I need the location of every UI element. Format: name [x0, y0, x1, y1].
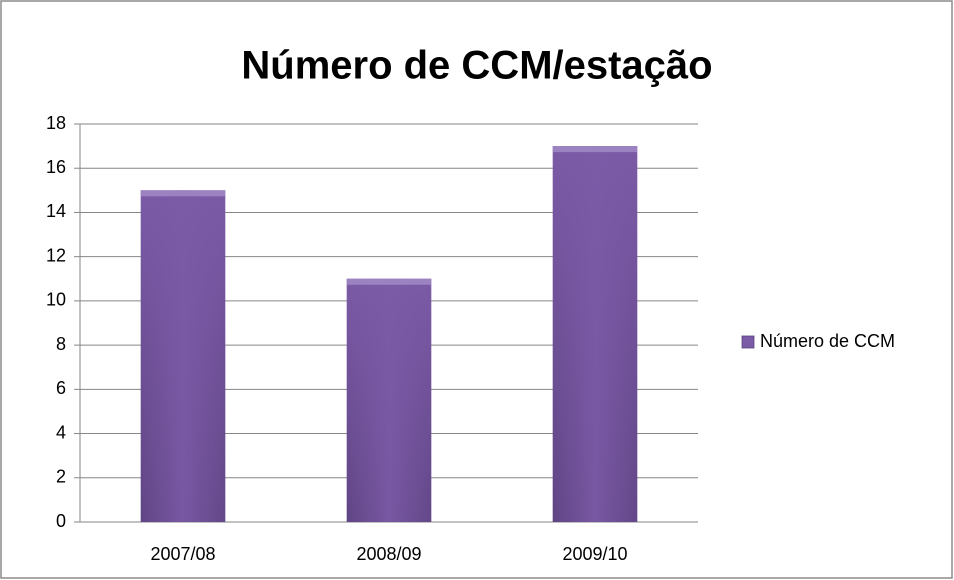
y-tick-label: 16: [46, 157, 66, 177]
bar-top: [140, 190, 226, 197]
bar-top: [552, 146, 638, 153]
bar: [552, 146, 638, 522]
x-tick-label: 2008/09: [356, 544, 421, 564]
bar-top: [346, 278, 432, 285]
bar: [140, 190, 226, 523]
y-tick-label: 18: [46, 113, 66, 133]
legend-swatch: [741, 335, 755, 349]
y-tick-label: 2: [56, 467, 66, 487]
y-tick-label: 0: [56, 511, 66, 531]
y-tick-label: 6: [56, 378, 66, 398]
bar: [346, 278, 432, 522]
chart-title: Número de CCM/estação: [241, 44, 712, 88]
y-tick-label: 4: [56, 422, 66, 442]
y-tick-label: 10: [46, 290, 66, 310]
y-tick-label: 12: [46, 245, 66, 265]
x-tick-label: 2007/08: [150, 544, 215, 564]
x-tick-label: 2009/10: [562, 544, 627, 564]
y-tick-label: 14: [46, 201, 66, 221]
legend-label: Número de CCM: [760, 331, 895, 351]
y-tick-label: 8: [56, 334, 66, 354]
